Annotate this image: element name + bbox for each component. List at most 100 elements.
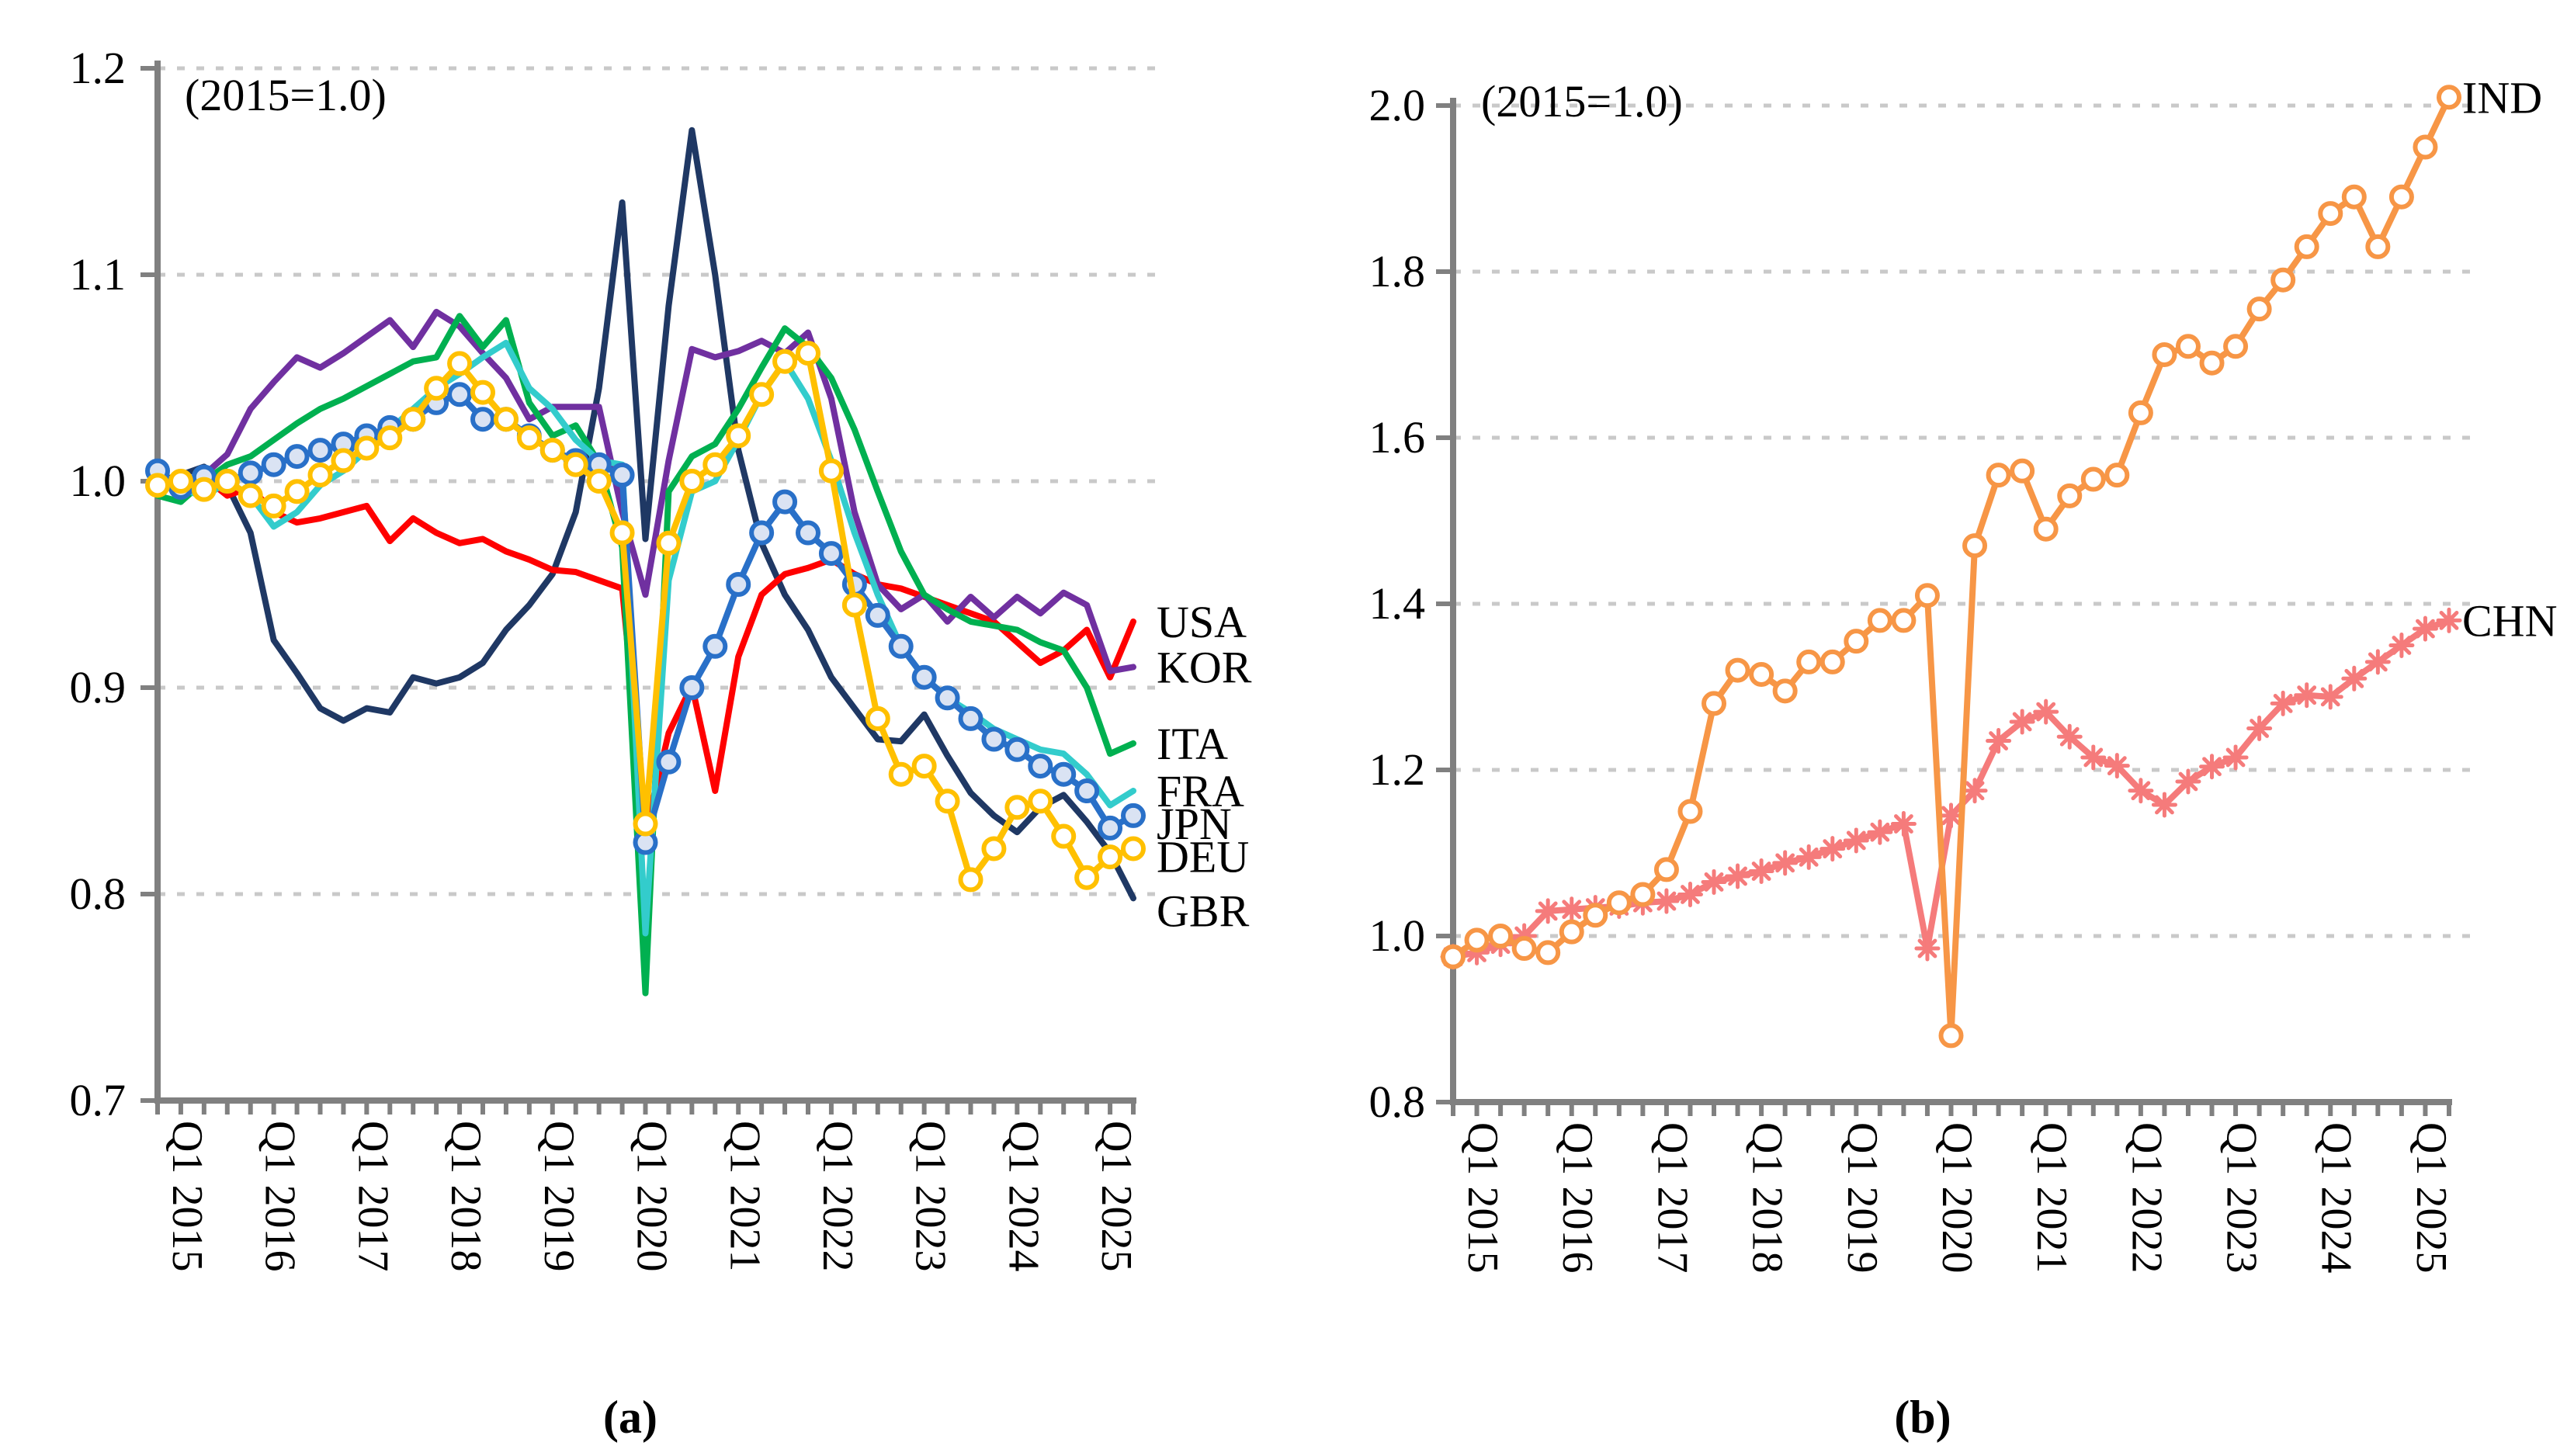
marker-circle-DEU (168, 469, 193, 494)
marker-circle-IND (2057, 483, 2083, 508)
marker-circle-IND (1749, 661, 1774, 687)
series-label-ITA: ITA (1157, 719, 1228, 769)
marker-circle-DEU (401, 407, 426, 432)
marker-circle-JPN (958, 705, 983, 731)
marker-circle-DEU (749, 382, 775, 407)
marker-asterisk-CHN (2178, 771, 2198, 792)
axis-note-title: (2015=1.0) (1481, 76, 1683, 127)
x-tick-label: Q1 2017 (1648, 1122, 1696, 1273)
x-tick-label: Q1 2019 (1838, 1122, 1886, 1273)
marker-circle-JPN (656, 749, 682, 775)
marker-circle-IND (1844, 629, 1869, 654)
y-tick-label: 1.0 (1369, 910, 1426, 961)
marker-asterisk-CHN (1870, 822, 1890, 842)
marker-circle-IND (2413, 134, 2438, 160)
marker-circle-JPN (1004, 737, 1030, 762)
marker-circle-IND (2246, 296, 2272, 322)
marker-asterisk-CHN (2083, 747, 2104, 768)
marker-circle-DEU (1098, 844, 1123, 870)
marker-circle-DEU (307, 463, 333, 488)
marker-circle-JPN (726, 572, 751, 597)
marker-circle-DEU (818, 458, 844, 484)
marker-asterisk-CHN (2416, 619, 2435, 639)
x-tick-label: Q1 2016 (256, 1121, 304, 1271)
marker-circle-IND (1938, 1023, 1964, 1049)
y-tick-label: 0.9 (70, 662, 127, 712)
marker-circle-DEU (656, 530, 682, 556)
marker-asterisk-CHN (2202, 757, 2222, 777)
marker-circle-DEU (888, 761, 914, 787)
marker-asterisk-CHN (1775, 853, 1795, 873)
marker-asterisk-CHN (1894, 814, 1913, 834)
marker-circle-DEU (563, 452, 588, 477)
marker-circle-JPN (1098, 815, 1123, 841)
marker-asterisk-CHN (2107, 756, 2127, 776)
marker-circle-IND (2128, 400, 2153, 425)
marker-asterisk-CHN (2439, 611, 2459, 630)
marker-circle-IND (2341, 184, 2367, 210)
marker-asterisk-CHN (1728, 866, 1747, 886)
marker-circle-JPN (935, 685, 960, 711)
series-IND (1441, 85, 2461, 1049)
x-tick-label: Q1 2021 (2028, 1122, 2076, 1273)
marker-circle-DEU (493, 407, 519, 432)
marker-circle-JPN (284, 444, 310, 470)
x-tick-label: Q1 2020 (628, 1121, 676, 1271)
marker-circle-JPN (307, 438, 333, 463)
marker-circle-DEU (377, 425, 403, 451)
series-label-KOR: KOR (1157, 642, 1252, 692)
marker-circle-IND (1702, 691, 1727, 716)
marker-asterisk-CHN (2131, 781, 2151, 801)
marker-circle-DEU (911, 754, 937, 779)
marker-circle-IND (1867, 608, 1892, 633)
marker-asterisk-CHN (2320, 687, 2340, 707)
y-tick-label: 0.8 (70, 868, 127, 919)
marker-circle-DEU (633, 811, 658, 837)
marker-circle-JPN (1028, 754, 1053, 779)
marker-circle-JPN (1121, 803, 1146, 828)
marker-asterisk-CHN (1823, 839, 1843, 859)
x-tick-label: Q1 2023 (2218, 1122, 2266, 1273)
marker-circle-JPN (261, 452, 286, 477)
marker-circle-IND (2388, 184, 2414, 210)
marker-asterisk-CHN (2059, 726, 2080, 747)
caption-b: (b) (1894, 1392, 1951, 1443)
marker-circle-IND (1511, 936, 1537, 962)
marker-asterisk-CHN (1989, 731, 2008, 751)
x-tick-label: Q1 2018 (1743, 1122, 1792, 1273)
marker-circle-JPN (796, 520, 820, 546)
series-GBR (154, 127, 1136, 902)
marker-circle-IND (2199, 350, 2225, 376)
marker-circle-DEU (702, 452, 728, 477)
marker-circle-IND (1819, 649, 1845, 674)
y-tick-label: 2.0 (1369, 80, 1426, 130)
marker-circle-DEU (958, 867, 983, 893)
marker-circle-DEU (981, 836, 1007, 861)
x-tick-label: Q1 2021 (720, 1121, 768, 1271)
marker-circle-IND (2033, 516, 2059, 542)
marker-circle-IND (1891, 608, 1917, 633)
y-tick-label: 1.8 (1369, 246, 1426, 296)
x-tick-label: Q1 2020 (1933, 1122, 1981, 1273)
series-KOR (154, 308, 1136, 674)
marker-circle-IND (2080, 466, 2106, 492)
marker-circle-IND (1464, 927, 1490, 953)
marker-circle-JPN (679, 675, 705, 700)
marker-circle-DEU (284, 479, 310, 504)
marker-circle-DEU (935, 789, 960, 814)
marker-asterisk-CHN (2344, 668, 2364, 688)
marker-circle-JPN (772, 489, 798, 515)
series-label-JPN: JPN (1157, 799, 1232, 849)
series-line-ITA (154, 313, 1136, 997)
marker-circle-IND (1914, 583, 1940, 608)
marker-circle-DEU (586, 469, 612, 494)
y-tick-label: 0.8 (1369, 1076, 1426, 1127)
marker-circle-DEU (679, 469, 705, 494)
x-tick-label: Q1 2025 (2407, 1122, 2455, 1273)
series-label-FRA: FRA (1157, 766, 1244, 816)
marker-asterisk-CHN (1751, 861, 1771, 881)
series-DEU (145, 341, 1146, 893)
marker-circle-IND (2223, 334, 2249, 359)
marker-asterisk-CHN (2297, 685, 2317, 705)
